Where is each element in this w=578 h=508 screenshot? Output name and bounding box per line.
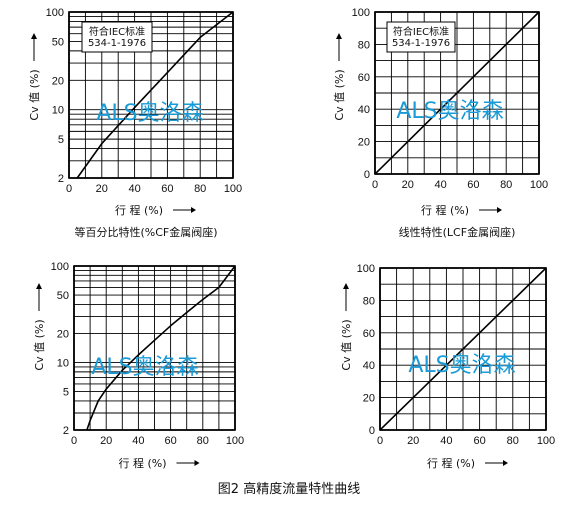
y-tick-label: 5 bbox=[63, 387, 69, 399]
y-tick-label: 5 bbox=[58, 134, 64, 146]
x-tick-label: 80 bbox=[197, 435, 209, 447]
x-tick-label: 60 bbox=[467, 179, 479, 191]
chart-3: 0 20 40 60 80 100 2 5 10 20 50 100 行 程 (%) Cv 值 (%) AL… bbox=[33, 261, 244, 470]
x-tick-label: 80 bbox=[500, 179, 512, 191]
x-axis-label: 行 程 (%) bbox=[118, 457, 166, 470]
x-tick-label: 60 bbox=[164, 435, 176, 447]
y-tick-label: 10 bbox=[57, 358, 69, 370]
x-axis-arrowhead bbox=[194, 460, 200, 466]
x-axis-label: 行 程 (%) bbox=[421, 204, 469, 217]
y-axis-arrowhead bbox=[31, 33, 37, 39]
plot-frame bbox=[379, 267, 547, 431]
y-tick-label: 100 bbox=[357, 263, 375, 275]
x-tick-label: 100 bbox=[226, 435, 244, 447]
y-tick-label: 0 bbox=[364, 169, 370, 181]
y-tick-label: 50 bbox=[57, 290, 69, 302]
y-axis-label: Cv 值 (%) bbox=[28, 69, 41, 120]
x-tick-label: 0 bbox=[71, 435, 77, 447]
y-tick-label: 100 bbox=[352, 7, 370, 19]
y-tick-label: 20 bbox=[363, 393, 375, 405]
y-tick-label: 0 bbox=[369, 425, 375, 437]
y-tick-label: 40 bbox=[363, 360, 375, 372]
y-tick-label: 80 bbox=[358, 39, 370, 51]
x-axis-arrowhead bbox=[503, 460, 508, 466]
y-axis-arrowhead bbox=[343, 283, 349, 289]
x-tick-label: 100 bbox=[530, 179, 548, 191]
x-tick-label: 20 bbox=[100, 435, 112, 447]
standard-box bbox=[386, 21, 456, 53]
plot-frame bbox=[374, 11, 540, 175]
x-tick-label: 100 bbox=[537, 435, 555, 447]
y-tick-label: 50 bbox=[52, 36, 64, 48]
figure-caption: 图2 高精度流量特性曲线 bbox=[218, 481, 360, 497]
y-tick-label: 60 bbox=[363, 328, 375, 340]
watermark-text: ALS奥洛森 bbox=[91, 355, 198, 380]
x-tick-label: 20 bbox=[407, 435, 419, 447]
y-tick-label: 100 bbox=[46, 7, 64, 19]
x-tick-label: 20 bbox=[402, 179, 414, 191]
y-tick-label: 40 bbox=[358, 104, 370, 116]
series-line bbox=[86, 265, 236, 431]
chart-2: 0 20 40 60 80 100 0 20 40 60 80 100 行 程 (%) Cv 值 (%) 符… bbox=[333, 7, 548, 239]
x-axis-label: 行 程 (%) bbox=[115, 204, 163, 217]
y-tick-label: 100 bbox=[51, 261, 69, 273]
watermark-text: ALS奥洛森 bbox=[396, 99, 503, 124]
x-tick-label: 20 bbox=[96, 183, 108, 195]
x-tick-label: 40 bbox=[132, 435, 144, 447]
standard-text: 534-1-1976 bbox=[392, 38, 450, 49]
standard-box bbox=[81, 21, 153, 53]
x-tick-label: 80 bbox=[507, 435, 519, 447]
y-axis-label: Cv 值 (%) bbox=[33, 319, 46, 370]
x-axis-arrowhead bbox=[497, 207, 502, 213]
x-tick-label: 40 bbox=[440, 435, 452, 447]
y-tick-label: 10 bbox=[52, 105, 64, 117]
y-axis-label: Cv 值 (%) bbox=[333, 69, 346, 120]
y-tick-label: 20 bbox=[57, 328, 69, 340]
x-axis-label: 行 程 (%) bbox=[427, 457, 475, 470]
standard-text: 符合IEC标准 bbox=[89, 25, 145, 38]
chart-caption: 等百分比特性(%CF金属阀座) bbox=[74, 225, 217, 239]
y-tick-label: 2 bbox=[63, 425, 69, 437]
plot-frame bbox=[73, 265, 236, 431]
y-tick-label: 20 bbox=[358, 137, 370, 149]
series-line bbox=[76, 11, 234, 179]
x-tick-label: 40 bbox=[128, 183, 140, 195]
x-axis-arrowhead bbox=[191, 207, 196, 213]
x-tick-label: 0 bbox=[66, 183, 72, 195]
y-axis-label: Cv 值 (%) bbox=[340, 319, 353, 370]
x-tick-label: 40 bbox=[434, 179, 446, 191]
standard-text: 534-1-1976 bbox=[88, 38, 146, 49]
x-tick-label: 60 bbox=[161, 183, 173, 195]
x-tick-label: 0 bbox=[377, 435, 383, 447]
watermark-text: ALS奥洛森 bbox=[408, 353, 515, 378]
chart-1: 0 20 40 60 80 100 2 5 10 20 50 100 行 程 (%) Cv 值 (%) 符合… bbox=[28, 7, 242, 239]
y-tick-label: 2 bbox=[58, 173, 64, 185]
y-tick-label: 80 bbox=[363, 295, 375, 307]
series-line bbox=[379, 267, 547, 431]
chart-caption: 线性特性(LCF金属阀座) bbox=[399, 225, 516, 239]
x-tick-label: 100 bbox=[224, 183, 242, 195]
y-tick-label: 20 bbox=[52, 75, 64, 87]
series-line bbox=[374, 11, 540, 175]
y-axis-arrowhead bbox=[336, 33, 342, 39]
x-tick-label: 60 bbox=[473, 435, 485, 447]
y-axis-arrowhead bbox=[36, 283, 42, 289]
chart-4: 0 20 40 60 80 100 0 20 40 60 80 100 行 程 (%) Cv 值 (%) A… bbox=[340, 263, 555, 470]
standard-text: 符合IEC标准 bbox=[393, 25, 449, 38]
x-tick-label: 80 bbox=[194, 183, 206, 195]
x-tick-label: 0 bbox=[372, 179, 378, 191]
y-tick-label: 60 bbox=[358, 72, 370, 84]
plot-frame bbox=[68, 11, 234, 179]
watermark-text: ALS奥洛森 bbox=[96, 101, 203, 126]
